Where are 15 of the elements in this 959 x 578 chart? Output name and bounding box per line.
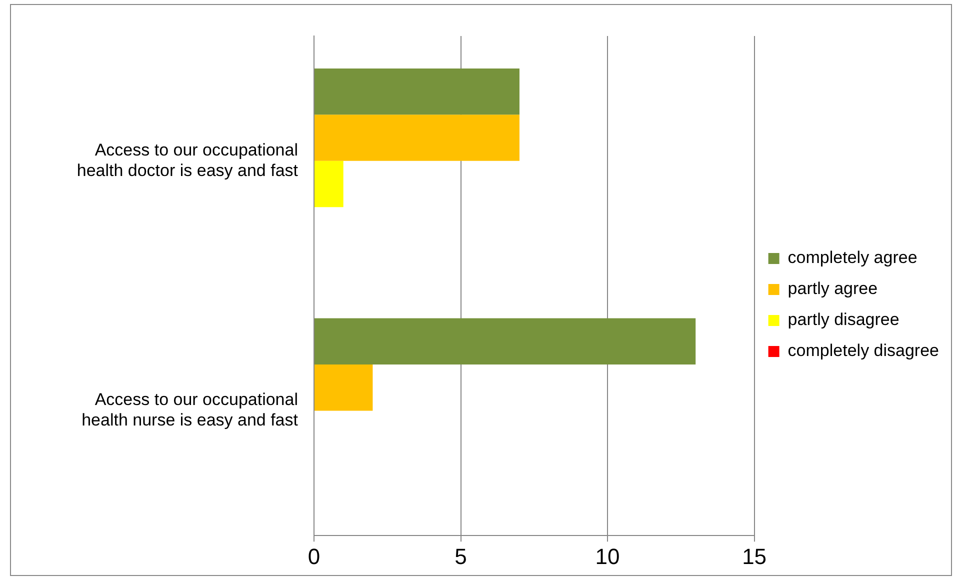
- bar: [314, 160, 344, 208]
- x-tick-label: 15: [742, 544, 767, 569]
- x-tick-label: 10: [595, 544, 620, 569]
- y-tick-label: Access to our occupational health nurse is easy and fast: [82, 390, 298, 430]
- legend-label: partly disagree: [788, 310, 900, 330]
- x-tick-label: 0: [308, 544, 320, 569]
- bar: [314, 364, 373, 411]
- legend-label: partly agree: [788, 279, 878, 298]
- bar: [314, 318, 696, 364]
- bar: [314, 114, 520, 161]
- y-tick-label: Access to our occupational health doctor is easy and fast: [76, 140, 298, 180]
- x-tick-label: 5: [454, 544, 467, 569]
- legend-label: completely agree: [788, 248, 918, 268]
- legend-label: completely disagree: [788, 341, 940, 360]
- bar: [314, 68, 520, 115]
